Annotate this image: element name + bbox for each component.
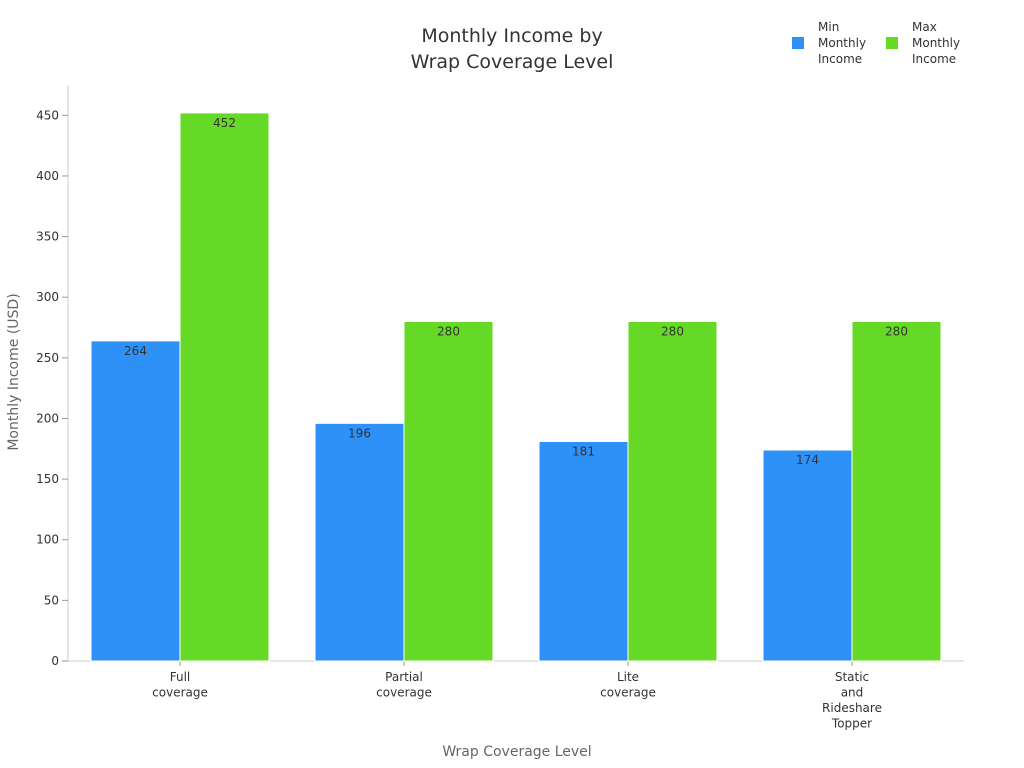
bar-min <box>314 422 405 662</box>
legend-label-line: Max <box>912 20 937 34</box>
legend-label-line: Income <box>818 52 862 66</box>
x-tick-label-line: Static <box>835 670 869 684</box>
bar-min <box>538 441 629 662</box>
legend-label-line: Income <box>912 52 956 66</box>
chart-title: Monthly Income by Wrap Coverage Level <box>411 25 614 73</box>
data-label: 196 <box>348 426 371 440</box>
y-tick-label: 450 <box>36 108 59 122</box>
x-axis: Full coverage Partial coverage Lite coverage S… <box>68 660 964 731</box>
y-tick-label: 150 <box>36 472 59 486</box>
x-tick-label-line: Partial <box>385 670 423 684</box>
bar-max <box>179 112 270 662</box>
data-label: 452 <box>213 116 236 130</box>
bar-max <box>627 320 718 662</box>
y-tick-label: 350 <box>36 230 59 244</box>
chart-legend: Min Monthly Income Max Monthly Income <box>792 20 960 66</box>
y-tick-label: 0 <box>51 654 59 668</box>
legend-label-line: Monthly <box>912 36 960 50</box>
data-label: 174 <box>796 453 819 467</box>
x-tick-label-line: and <box>841 686 864 700</box>
y-tick-label: 300 <box>36 290 59 304</box>
bar-max <box>851 320 942 662</box>
legend-label-line: Monthly <box>818 36 866 50</box>
x-axis-title: Wrap Coverage Level <box>442 744 591 760</box>
bars-group <box>90 112 942 662</box>
data-label: 280 <box>437 324 460 338</box>
x-tick-label-line: coverage <box>152 686 208 700</box>
data-label: 181 <box>572 445 595 459</box>
x-tick-label: Full coverage <box>152 670 208 700</box>
y-tick-label: 50 <box>44 593 59 607</box>
data-label: 280 <box>885 324 908 338</box>
x-tick-label-line: coverage <box>600 686 656 700</box>
y-tick-label: 200 <box>36 411 59 425</box>
data-label: 280 <box>661 324 684 338</box>
x-tick-label: Static and Rideshare Topper <box>822 670 882 731</box>
data-label: 264 <box>124 344 147 358</box>
legend-label: Max Monthly Income <box>912 20 960 66</box>
y-tick-label: 250 <box>36 351 59 365</box>
y-axis: 0 50 100 150 200 250 300 350 400 450 <box>36 85 69 668</box>
legend-label: Min Monthly Income <box>818 20 866 66</box>
chart-title-line: Wrap Coverage Level <box>411 51 614 73</box>
x-tick-label: Partial coverage <box>376 670 432 700</box>
bar-max <box>403 320 494 662</box>
y-tick-label: 100 <box>36 533 59 547</box>
y-tick-label: 400 <box>36 169 59 183</box>
chart-title-line: Monthly Income by <box>421 25 602 47</box>
legend-swatch <box>792 37 804 49</box>
x-tick-label: Lite coverage <box>600 670 656 700</box>
y-axis-title: Monthly Income (USD) <box>6 293 22 450</box>
data-labels-group: 264 452 196 280 181 280 174 280 <box>124 116 908 467</box>
x-tick-label-line: Rideshare <box>822 701 882 715</box>
bar-min <box>90 340 181 662</box>
x-tick-label-line: Topper <box>831 717 872 731</box>
legend-swatch <box>886 37 898 49</box>
x-tick-label-line: Lite <box>617 670 639 684</box>
x-tick-label-line: coverage <box>376 686 432 700</box>
bar-min <box>762 449 853 662</box>
legend-label-line: Min <box>818 20 839 34</box>
x-tick-label-line: Full <box>170 670 191 684</box>
